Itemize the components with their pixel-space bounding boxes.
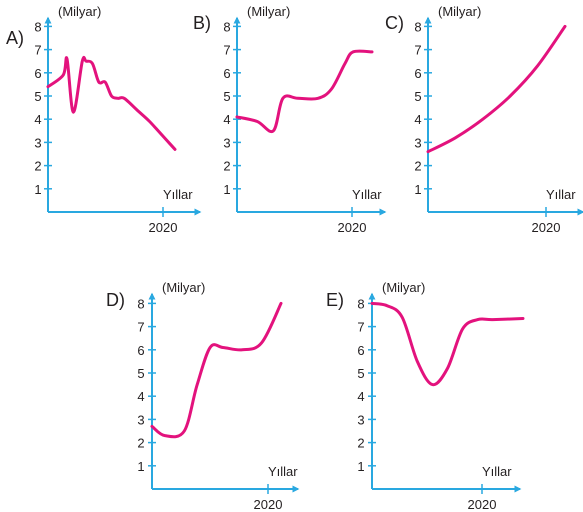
option-b-graph: B) (Milyar) 1 2 3 4 5 6 7 8 2020 Yıllar <box>193 4 387 235</box>
y-tick-label: 8 <box>223 19 230 34</box>
y-tick-label: 7 <box>414 43 421 58</box>
y-tick-label: 5 <box>34 89 41 104</box>
y-tick-label: 1 <box>414 182 421 197</box>
y-tick-label: 3 <box>357 412 364 427</box>
y-tick-label: 2 <box>357 436 364 451</box>
y-tick-label: 3 <box>137 412 144 427</box>
x-tick-label: 2020 <box>468 497 497 512</box>
y-tick-label: 2 <box>137 436 144 451</box>
y-tick-label: 2 <box>223 159 230 174</box>
x-axis-title: Yıllar <box>482 464 512 479</box>
unit-label: (Milyar) <box>162 280 205 295</box>
y-tick-label: 8 <box>34 19 41 34</box>
x-axis-title: Yıllar <box>352 187 382 202</box>
x-tick-label: 2020 <box>149 220 178 235</box>
y-tick-label: 2 <box>414 159 421 174</box>
unit-label: (Milyar) <box>382 280 425 295</box>
option-a-letter: A) <box>6 28 24 48</box>
y-tick-label: 5 <box>414 89 421 104</box>
option-d-letter: D) <box>106 290 125 310</box>
y-tick-label: 3 <box>223 135 230 150</box>
series-line <box>150 301 283 439</box>
option-e-letter: E) <box>326 290 344 310</box>
y-tick-label: 6 <box>223 66 230 81</box>
y-tick-label: 4 <box>223 112 230 127</box>
x-axis-title: Yıllar <box>546 187 576 202</box>
option-b-letter: B) <box>193 13 211 33</box>
y-tick-label: 8 <box>414 19 421 34</box>
y-tick-label: 4 <box>137 389 144 404</box>
unit-label: (Milyar) <box>438 4 481 19</box>
y-tick-label: 5 <box>223 89 230 104</box>
y-tick-label: 1 <box>137 459 144 474</box>
y-tick-label: 3 <box>414 135 421 150</box>
y-tick-label: 6 <box>137 343 144 358</box>
series-line <box>426 24 567 154</box>
option-c-graph: C) (Milyar) 1 2 3 4 5 6 7 8 2020 Yıllar <box>385 4 583 235</box>
y-tick-label: 7 <box>137 320 144 335</box>
x-axis-title: Yıllar <box>163 187 193 202</box>
y-tick-label: 5 <box>357 366 364 381</box>
y-tick-label: 7 <box>34 43 41 58</box>
y-tick-label: 4 <box>414 112 421 127</box>
y-tick-label: 8 <box>137 296 144 311</box>
y-tick-label: 7 <box>357 320 364 335</box>
y-tick-label: 6 <box>34 66 41 81</box>
y-tick-label: 6 <box>357 343 364 358</box>
series-line <box>370 301 525 387</box>
y-tick-label: 6 <box>414 66 421 81</box>
x-tick-label: 2020 <box>254 497 283 512</box>
y-tick-label: 5 <box>137 366 144 381</box>
series-line <box>46 55 177 151</box>
y-tick-label: 7 <box>223 43 230 58</box>
y-tick-label: 1 <box>223 182 230 197</box>
unit-label: (Milyar) <box>247 4 290 19</box>
y-tick-label: 4 <box>34 112 41 127</box>
option-a-graph: A) (Milyar) 1 2 3 4 5 6 7 8 2020 Yıllar <box>6 4 202 235</box>
y-tick-label: 1 <box>34 182 41 197</box>
x-tick-label: 2020 <box>338 220 367 235</box>
option-e-graph: E) (Milyar) 1 2 3 4 5 6 7 8 2020 Yıllar <box>326 280 525 512</box>
y-tick-label: 8 <box>357 296 364 311</box>
y-tick-label: 2 <box>34 159 41 174</box>
x-axis-title: Yıllar <box>268 464 298 479</box>
y-tick-label: 4 <box>357 389 364 404</box>
y-tick-label: 1 <box>357 459 364 474</box>
series-line <box>235 49 374 134</box>
x-tick-label: 2020 <box>532 220 561 235</box>
option-c-letter: C) <box>385 13 404 33</box>
option-d-graph: D) (Milyar) 1 2 3 4 5 6 7 8 2020 Yıllar <box>106 280 300 512</box>
unit-label: (Milyar) <box>58 4 101 19</box>
y-tick-label: 3 <box>34 135 41 150</box>
